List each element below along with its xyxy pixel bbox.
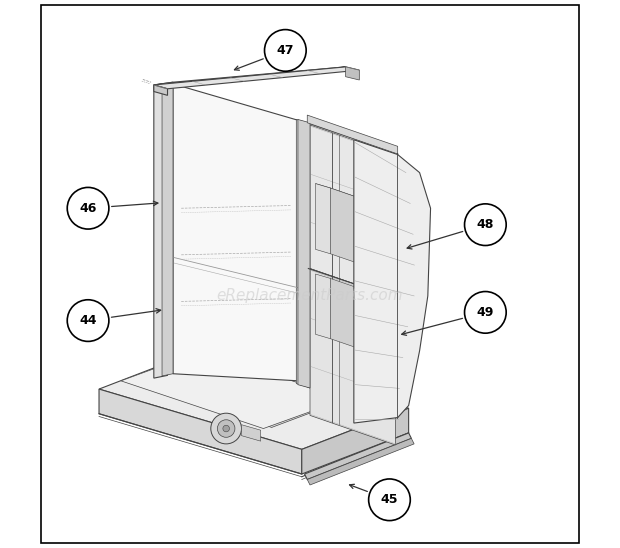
Polygon shape	[242, 425, 260, 441]
Text: 48: 48	[477, 218, 494, 231]
Polygon shape	[308, 115, 397, 154]
Polygon shape	[154, 67, 360, 89]
Polygon shape	[99, 389, 302, 474]
Polygon shape	[345, 67, 360, 80]
Polygon shape	[302, 408, 409, 474]
Circle shape	[464, 292, 506, 333]
Polygon shape	[154, 85, 167, 95]
Polygon shape	[308, 438, 414, 485]
Polygon shape	[310, 269, 396, 445]
Polygon shape	[99, 348, 409, 449]
Text: 45: 45	[381, 493, 398, 506]
Circle shape	[67, 187, 109, 229]
Circle shape	[464, 204, 506, 246]
Text: 47: 47	[277, 44, 294, 57]
Polygon shape	[308, 123, 397, 418]
Polygon shape	[316, 274, 330, 339]
Polygon shape	[154, 82, 173, 88]
Polygon shape	[132, 345, 360, 427]
Circle shape	[67, 300, 109, 341]
Polygon shape	[154, 85, 167, 378]
Polygon shape	[121, 351, 345, 429]
Polygon shape	[298, 119, 310, 388]
Polygon shape	[304, 433, 412, 480]
Text: 49: 49	[477, 306, 494, 319]
Polygon shape	[173, 84, 299, 381]
Polygon shape	[310, 125, 396, 298]
Circle shape	[265, 30, 306, 71]
Polygon shape	[162, 84, 173, 376]
Text: 44: 44	[79, 314, 97, 327]
Text: eReplacementParts.com: eReplacementParts.com	[216, 288, 404, 304]
Polygon shape	[316, 184, 392, 209]
Polygon shape	[296, 119, 308, 387]
Polygon shape	[354, 140, 430, 423]
Polygon shape	[316, 184, 330, 254]
Circle shape	[211, 413, 242, 444]
Text: 46: 46	[79, 202, 97, 215]
Polygon shape	[330, 188, 392, 275]
Circle shape	[218, 420, 235, 437]
Circle shape	[223, 425, 229, 432]
Polygon shape	[154, 67, 345, 85]
Circle shape	[369, 479, 410, 521]
Polygon shape	[330, 278, 392, 360]
